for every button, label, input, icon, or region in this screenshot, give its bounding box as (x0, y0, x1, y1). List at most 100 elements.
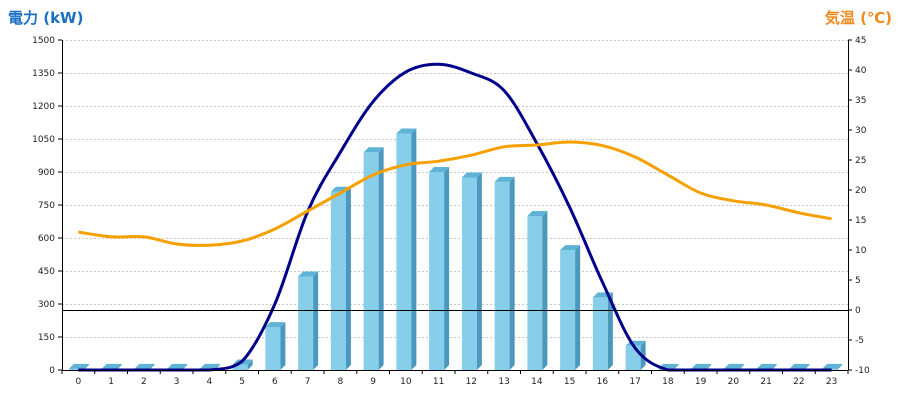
x-tick-label: 7 (305, 377, 311, 387)
bar-front (429, 172, 445, 370)
bar-top (134, 363, 155, 369)
bar-front (494, 181, 510, 370)
bar-top (298, 271, 319, 277)
bar-front (232, 364, 248, 370)
right-tick-label: -5 (855, 336, 864, 346)
bar-top (756, 363, 777, 369)
left-tick-label: 1350 (32, 69, 55, 79)
bar-side (542, 211, 548, 370)
right-tick-label: 15 (855, 216, 866, 226)
power-line (78, 62, 832, 372)
bar-front (265, 327, 281, 370)
bar-top (560, 245, 581, 251)
bar-side (444, 167, 450, 370)
x-tick-label: 13 (498, 377, 509, 387)
right-tick-label: 35 (855, 96, 866, 106)
bar-front (527, 216, 543, 370)
left-tick-label: 1050 (32, 135, 55, 145)
bar-top (822, 363, 843, 369)
x-tick-label: 1 (108, 377, 114, 387)
bar-top (494, 176, 515, 182)
bar (461, 172, 482, 370)
x-tick-label: 0 (76, 377, 82, 387)
left-tick-label: 0 (49, 366, 55, 376)
bar-top (265, 322, 286, 328)
bar-side (837, 363, 843, 370)
bar-side (149, 363, 155, 370)
bar-side (771, 363, 777, 370)
bar-front (461, 177, 477, 370)
x-tick-label: 18 (662, 377, 674, 387)
line-layer (78, 62, 832, 372)
bar-side (280, 322, 286, 370)
bar-front (68, 368, 84, 370)
bar (265, 322, 286, 370)
left-axis-title: 電力 (kW) (8, 9, 84, 27)
bar (494, 176, 515, 370)
bar-front (298, 276, 314, 370)
right-tick-label: 30 (855, 126, 867, 136)
bar-side (313, 271, 319, 370)
bar (527, 211, 548, 370)
bar-side (673, 363, 679, 370)
bar-front (396, 133, 412, 370)
right-tick-label: 5 (855, 276, 861, 286)
bar-front (625, 345, 641, 370)
x-tick-label: 6 (272, 377, 278, 387)
bar-side (706, 363, 712, 370)
left-tick-label: 1200 (32, 102, 55, 112)
x-tick-label: 15 (564, 377, 575, 387)
x-tick-label: 12 (466, 377, 477, 387)
bar (592, 292, 613, 370)
bar-side (509, 176, 515, 370)
bar-top (429, 167, 450, 172)
x-tick-label: 2 (141, 377, 147, 387)
x-tick-label: 17 (629, 377, 640, 387)
bar-side (411, 128, 417, 370)
bar-side (247, 359, 253, 370)
bar-side (83, 363, 89, 370)
left-tick-label: 300 (38, 300, 55, 310)
axis-layer: 0 150 300 450 6 0 0 750 900 1050 1200 1350 1500 -10 -5… (32, 36, 870, 387)
bar-side (116, 363, 122, 370)
bar-top (461, 172, 482, 178)
right-tick-label: 25 (855, 156, 866, 166)
bar (560, 245, 581, 370)
bar-side (575, 245, 581, 370)
bar (298, 271, 319, 370)
bar (68, 363, 89, 370)
left-tick-label: 450 (38, 267, 55, 277)
bar (330, 186, 351, 370)
right-tick-label: 0 (855, 306, 861, 316)
x-tick-label: 11 (433, 377, 444, 387)
x-tick-label: 22 (793, 377, 804, 387)
left-tick-label: 750 (38, 201, 55, 211)
x-tick-label: 19 (695, 377, 707, 387)
left-tick-label: 1500 (32, 36, 55, 46)
x-tick-label: 3 (174, 377, 180, 387)
bar-side (182, 363, 188, 370)
bar-side (607, 292, 613, 370)
x-tick-label: 10 (400, 377, 412, 387)
left-tick-label: 900 (38, 168, 55, 178)
bar-top (101, 363, 122, 369)
bar-top (527, 211, 548, 216)
bar-side (738, 363, 744, 370)
bar-front (592, 297, 608, 370)
bar-layer (68, 128, 843, 370)
bar-front (330, 191, 346, 370)
right-tick-label: 10 (855, 246, 867, 256)
x-tick-label: 8 (338, 377, 344, 387)
right-axis-title: 気温 (℃) (824, 9, 892, 27)
grid-layer (62, 40, 848, 338)
right-tick-label: 40 (855, 66, 867, 76)
right-tick-label: -10 (855, 366, 870, 376)
bar (363, 147, 384, 370)
bar-side (476, 172, 482, 370)
bar-top (723, 363, 744, 369)
left-tick-label: 150 (38, 333, 55, 343)
bar-top (789, 363, 810, 369)
temperature-line (78, 140, 832, 247)
x-tick-label: 5 (239, 377, 245, 387)
bar (429, 167, 450, 370)
